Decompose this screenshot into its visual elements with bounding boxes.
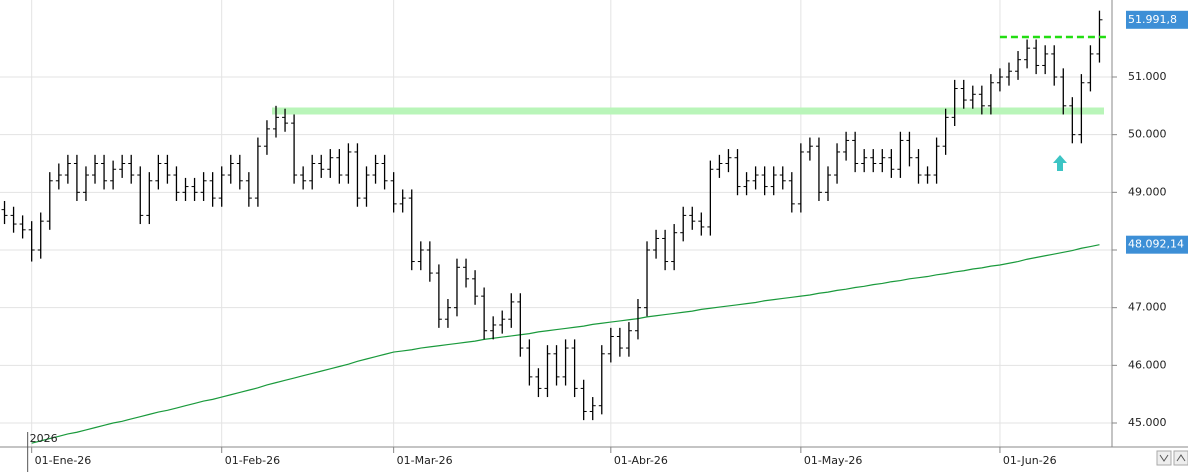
scroll-button[interactable] bbox=[1156, 450, 1172, 466]
y-tick-label: 45.000 bbox=[1128, 416, 1167, 429]
x-tick-label: 01-Jun-26 bbox=[1003, 454, 1057, 467]
y-tick-label: 49.000 bbox=[1128, 185, 1167, 198]
x-tick-label: 01-Abr-26 bbox=[614, 454, 668, 467]
x-tick-label: 01-Mar-26 bbox=[397, 454, 453, 467]
y-tick-label: 51.000 bbox=[1128, 70, 1167, 83]
x-tick-label: 01-Ene-26 bbox=[35, 454, 92, 467]
x-tick-label: 01-Feb-26 bbox=[225, 454, 280, 467]
y-tick-label: 47.000 bbox=[1128, 301, 1167, 314]
arrow-annotation bbox=[1053, 155, 1067, 171]
y-tick-label: 46.000 bbox=[1128, 358, 1167, 371]
y-tick-label: 50.000 bbox=[1128, 128, 1167, 141]
moving-average bbox=[31, 244, 1100, 444]
x-tick-label: 01-May-26 bbox=[804, 454, 862, 467]
value-flag bbox=[1126, 10, 1188, 29]
marks bbox=[1, 10, 1103, 444]
value-flag-label: 48.092,14 bbox=[1128, 238, 1184, 251]
value-flag-label: 51.991,8 bbox=[1128, 13, 1177, 26]
scroll-icon bbox=[1176, 454, 1186, 462]
scroll-button[interactable] bbox=[1173, 450, 1188, 466]
scroll-icon bbox=[1159, 454, 1169, 462]
year-label: 2026 bbox=[30, 432, 58, 445]
value-flag bbox=[1126, 235, 1188, 254]
